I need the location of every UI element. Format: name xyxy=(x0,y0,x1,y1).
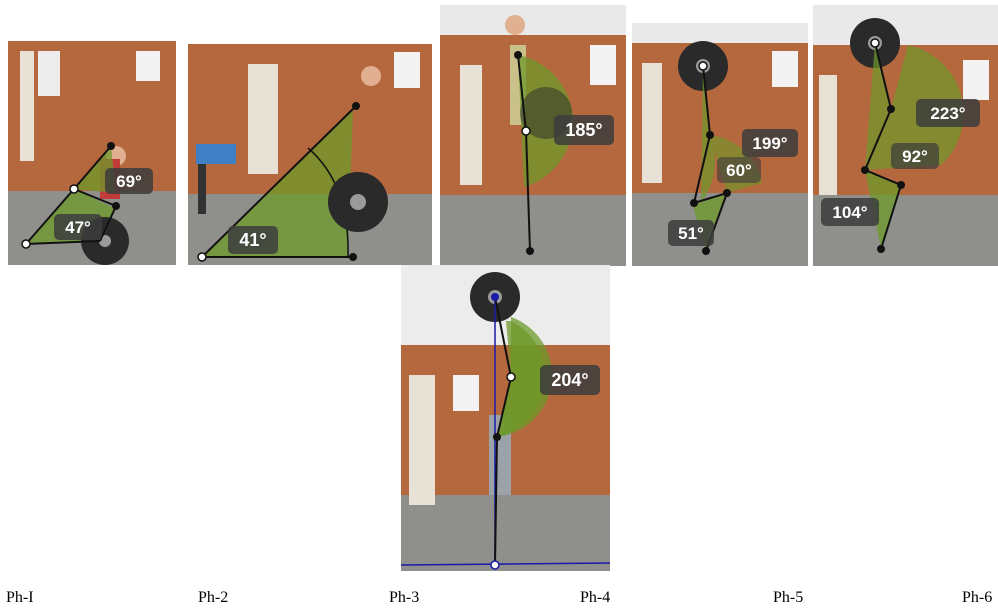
ceiling xyxy=(813,5,998,45)
phase-4-figure: 199° 60° 51° xyxy=(632,23,808,266)
joint-marker xyxy=(887,105,895,113)
photo-phase-6: 204° xyxy=(401,265,610,571)
chair-leg xyxy=(198,164,206,214)
wall-poster xyxy=(772,51,798,87)
door-frame xyxy=(460,65,482,185)
angle-label-box xyxy=(821,198,879,226)
floor xyxy=(401,495,610,571)
athlete-head xyxy=(361,66,381,86)
wall-poster xyxy=(394,52,420,88)
door-frame xyxy=(819,75,837,195)
wall-poster xyxy=(38,51,60,96)
skeleton-line xyxy=(72,145,118,242)
ground-line xyxy=(401,562,610,566)
caption-ph-3: Ph-3 xyxy=(389,589,420,606)
door-frame xyxy=(642,63,662,183)
phase-5-figure: 223° 92° 104° xyxy=(813,5,998,266)
joint-marker xyxy=(493,433,501,441)
angle-label: 199° xyxy=(752,134,787,153)
wall-poster xyxy=(453,375,479,411)
blue-chairs xyxy=(196,144,236,164)
caption-ph-2: Ph-2 xyxy=(198,589,229,606)
angle-label-box xyxy=(717,157,761,183)
joint-marker xyxy=(112,202,120,210)
angle-label-box xyxy=(105,168,153,194)
angle-label: 69° xyxy=(116,172,142,191)
joint-marker xyxy=(197,252,207,262)
wall-poster xyxy=(590,45,616,85)
photo-phase-1: 69° 47° xyxy=(8,41,176,265)
angle-label-box xyxy=(540,365,600,395)
joint-marker xyxy=(490,560,500,570)
joint-marker xyxy=(349,253,357,261)
angle-label-box xyxy=(668,220,714,246)
joint-marker xyxy=(69,184,79,194)
caption-ph-6: Ph-6 xyxy=(962,589,993,606)
joint-marker xyxy=(870,38,880,48)
joint-marker xyxy=(690,199,698,207)
angle-label-box xyxy=(54,214,102,240)
angle-label: 185° xyxy=(565,120,602,140)
photo-phase-5: 223° 92° 104° xyxy=(813,5,998,266)
angle-label-box xyxy=(228,226,278,254)
angle-label: 104° xyxy=(832,203,867,222)
angle-label-box xyxy=(742,129,798,157)
barbell-hub xyxy=(350,194,366,210)
joint-marker xyxy=(702,247,710,255)
joint-marker xyxy=(698,61,708,71)
joint-marker xyxy=(506,372,516,382)
angle-label: 223° xyxy=(930,104,965,123)
angle-label: 51° xyxy=(678,224,704,243)
door-frame xyxy=(248,64,278,174)
phase-2-figure: 41° xyxy=(188,44,432,265)
skeleton-line xyxy=(25,188,75,245)
wall-poster xyxy=(963,60,989,100)
athlete-head xyxy=(505,15,525,35)
ceiling xyxy=(440,5,626,35)
ceiling xyxy=(632,23,808,43)
caption-ph-1: Ph-I xyxy=(6,589,34,606)
angle-label-box xyxy=(916,99,980,127)
photo-phase-2: 41° xyxy=(188,44,432,265)
skeleton-line xyxy=(494,296,513,566)
joint-marker xyxy=(526,247,534,255)
joint-marker xyxy=(107,142,115,150)
joint-marker xyxy=(877,245,885,253)
angle-label: 60° xyxy=(726,161,752,180)
joint-marker xyxy=(521,126,531,136)
angle-label: 92° xyxy=(902,147,928,166)
caption-ph-5: Ph-5 xyxy=(773,589,804,606)
phase-1-figure: 69° 47° xyxy=(8,41,176,265)
angle-sector xyxy=(865,170,901,249)
joint-marker xyxy=(352,102,360,110)
joint-marker xyxy=(514,51,522,59)
skeleton-line xyxy=(201,105,357,258)
angle-sector xyxy=(865,43,964,170)
phase-3-figure: 185° xyxy=(440,5,626,266)
photo-phase-3: 185° xyxy=(440,5,626,266)
joint-marker xyxy=(897,181,905,189)
angle-label: 47° xyxy=(65,218,91,237)
joint-marker xyxy=(861,166,869,174)
photo-phase-4: 199° 60° 51° xyxy=(632,23,808,266)
joint-marker xyxy=(21,239,31,249)
caption-ph-4: Ph-4 xyxy=(580,589,611,606)
joint-marker xyxy=(706,131,714,139)
angle-label: 204° xyxy=(551,370,588,390)
angle-label-box xyxy=(891,143,939,169)
wall-poster xyxy=(136,51,160,81)
skeleton-line xyxy=(25,240,101,245)
floor xyxy=(440,195,626,266)
door-frame xyxy=(20,51,34,161)
joint-marker xyxy=(723,189,731,197)
joint-marker xyxy=(491,293,499,301)
angle-label: 41° xyxy=(239,230,266,250)
angle-sector xyxy=(497,317,553,437)
phase-6-figure: 204° xyxy=(401,265,610,571)
angle-label-box xyxy=(554,115,614,145)
door-frame xyxy=(409,375,435,505)
